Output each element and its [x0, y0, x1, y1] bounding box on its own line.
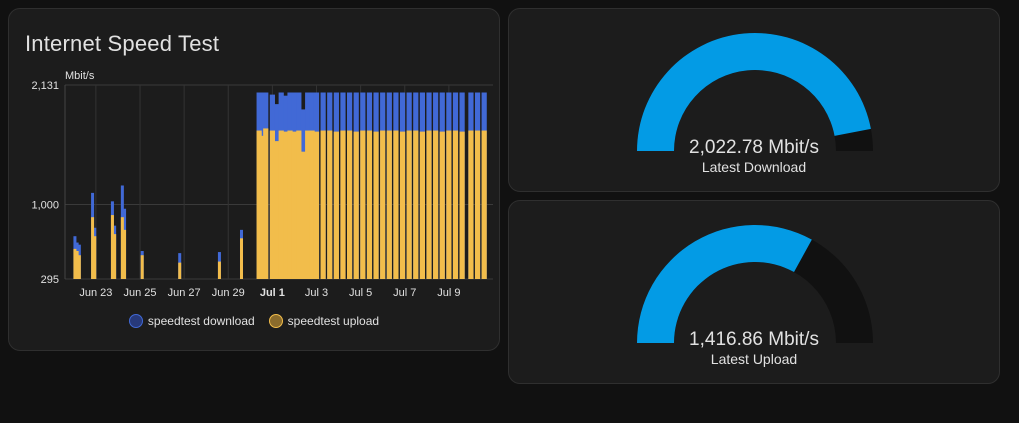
upload-bar: [75, 250, 79, 279]
upload-bar: [360, 130, 366, 279]
gauge-fill: [637, 224, 812, 343]
upload-bar: [309, 130, 315, 279]
upload-bar: [353, 131, 359, 279]
upload-bar: [300, 151, 306, 279]
upload-bar: [287, 130, 293, 279]
upload-bar: [178, 262, 182, 279]
y-axis-label: Mbit/s: [65, 70, 95, 82]
legend-swatch-upload: [268, 314, 283, 328]
x-tick-label: Jul 7: [393, 287, 416, 299]
upload-bar: [373, 131, 379, 279]
upload-bar: [320, 130, 326, 279]
y-tick-label: 1,000: [31, 200, 59, 212]
upload-bar: [239, 238, 243, 279]
speed-history-chart[interactable]: 2,131 1,000 295 Mbit/s Jun 23 Jun 25 Jun 27 Jun…: [9, 9, 501, 309]
upload-bar: [269, 130, 275, 279]
upload-bar: [413, 130, 419, 279]
upload-value: 1,416.86 Mbit/s: [689, 329, 819, 350]
x-tick-label: Jun 27: [168, 287, 201, 299]
upload-bar: [399, 131, 406, 279]
upload-bar: [346, 130, 353, 279]
download-label: Latest Download: [701, 159, 807, 175]
upload-bar: [366, 130, 373, 279]
legend-label-download: speedtest download: [147, 314, 255, 328]
x-tick-label: Jun 29: [212, 287, 245, 299]
upload-bar: [468, 130, 474, 279]
upload-label: Latest Upload: [710, 351, 798, 367]
x-tick-label: Jul 3: [305, 287, 328, 299]
upload-bar: [140, 255, 144, 279]
x-tick-label: Jun 25: [123, 287, 156, 299]
upload-bar: [433, 130, 439, 279]
upload-bar: [93, 236, 97, 279]
upload-bar: [77, 255, 81, 279]
chart-bars[interactable]: [73, 92, 487, 279]
upload-bar: [406, 130, 412, 279]
upload-bar: [380, 130, 386, 279]
gauge-fill: [637, 33, 871, 151]
upload-bar: [259, 135, 266, 279]
upload-gauge-card[interactable]: 1,416.86 Mbit/s Latest Upload: [508, 200, 1000, 384]
chart-legend: speedtest download speedtest upload: [9, 314, 499, 328]
upload-bar: [327, 130, 333, 279]
download-gauge: [637, 33, 873, 151]
upload-bar: [386, 130, 392, 279]
upload-bar: [474, 130, 481, 279]
upload-bar: [263, 128, 269, 279]
upload-bar: [123, 229, 127, 279]
upload-bar: [256, 130, 262, 279]
download-gauge-card[interactable]: 2,022.78 Mbit/s Latest Download: [508, 8, 1000, 192]
legend-item-upload[interactable]: speedtest upload: [268, 314, 380, 328]
download-value: 2,022.78 Mbit/s: [689, 137, 819, 158]
upload-bar: [110, 215, 114, 279]
upload-bar: [217, 261, 221, 279]
card-title: Internet Speed Test: [25, 31, 220, 56]
upload-bar: [446, 130, 452, 279]
upload-bar: [419, 131, 426, 279]
y-tick-label: 295: [41, 274, 59, 286]
x-tick-label: Jul 1: [260, 287, 285, 299]
y-tick-label: 2,131: [31, 80, 59, 92]
upload-bar: [113, 234, 117, 279]
legend-label-upload: speedtest upload: [287, 314, 380, 328]
upload-bar: [452, 130, 459, 279]
x-tick-label: Jul 5: [349, 287, 372, 299]
upload-bar: [278, 130, 284, 279]
x-tick-label: Jun 23: [79, 287, 112, 299]
upload-bar: [340, 130, 346, 279]
upload-bar: [291, 131, 298, 279]
upload-bar: [426, 130, 432, 279]
legend-item-download[interactable]: speedtest download: [128, 314, 255, 328]
upload-bar: [393, 130, 399, 279]
upload-bar: [459, 131, 465, 279]
chart-axes: 2,131 1,000 295 Mbit/s Jun 23 Jun 25 Jun 27 Jun…: [31, 70, 460, 299]
upload-bar: [439, 131, 445, 279]
upload-bar: [283, 131, 289, 279]
upload-bar: [120, 217, 124, 279]
legend-swatch-download: [128, 314, 143, 328]
upload-bar: [296, 130, 302, 279]
upload-bar: [313, 131, 320, 279]
upload-bar: [481, 130, 487, 279]
speed-history-card: Internet Speed Test 2,131 1,000 295 Mbit/s J…: [8, 8, 500, 351]
upload-bar: [333, 131, 339, 279]
upload-bar: [73, 248, 77, 279]
upload-gauge: [637, 224, 873, 343]
upload-bar: [274, 141, 280, 279]
upload-bar: [305, 130, 311, 279]
upload-bar: [91, 217, 95, 279]
x-tick-label: Jul 9: [437, 287, 460, 299]
